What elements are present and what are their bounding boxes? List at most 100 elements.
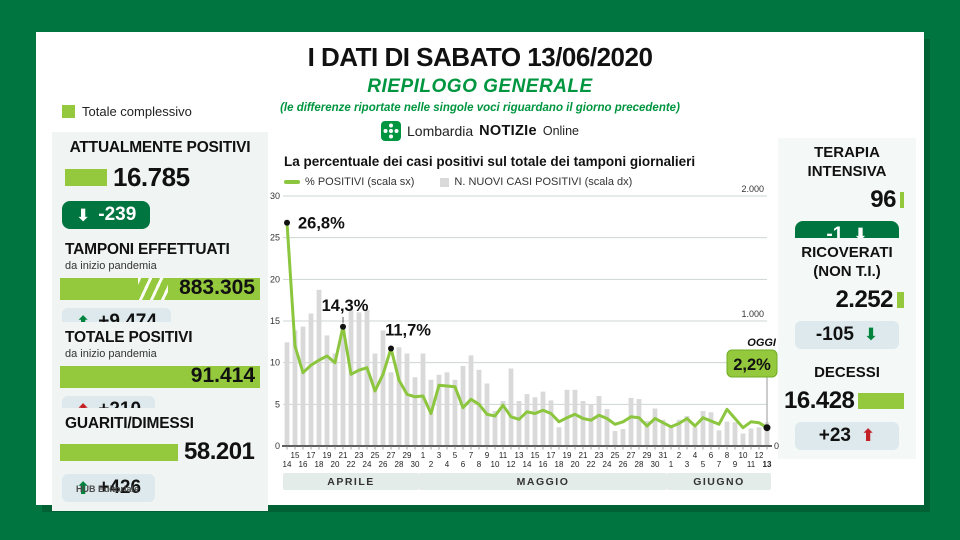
- svg-text:5: 5: [275, 399, 280, 409]
- delta-value: -105: [815, 323, 854, 345]
- stat-subtitle: da inizio pandemia: [65, 260, 157, 272]
- svg-text:20: 20: [571, 460, 580, 469]
- panel-ricoverati: RICOVERATI (NON T.I.) 2.252 -105 ⬇: [778, 238, 916, 358]
- stat-subtitle: da inizio pandemia: [65, 348, 157, 360]
- svg-text:6: 6: [461, 460, 466, 469]
- svg-text:2: 2: [677, 451, 682, 460]
- value-bar: [897, 291, 904, 308]
- value-bar: 883.305: [60, 276, 260, 300]
- stat-value: 16.428: [784, 386, 855, 414]
- svg-text:25: 25: [611, 451, 620, 460]
- svg-text:27: 27: [627, 451, 636, 460]
- svg-text:5: 5: [453, 451, 458, 460]
- svg-text:11: 11: [499, 451, 508, 460]
- total-legend-label: Totale complessivo: [82, 104, 192, 119]
- page-title: I DATI DI SABATO 13/06/2020: [307, 42, 653, 72]
- svg-text:21: 21: [579, 451, 588, 460]
- arrow-down-icon: ⬇: [76, 205, 91, 225]
- svg-text:10: 10: [739, 451, 748, 460]
- stat-value-row: 96: [778, 186, 916, 214]
- page-note: (le differenze riportate nelle singole v…: [280, 102, 680, 114]
- delta-value: +23: [818, 424, 851, 446]
- svg-text:14: 14: [283, 460, 292, 469]
- stat-title: GUARITI/DIMESSI: [65, 415, 194, 432]
- stat-value: 91.414: [190, 364, 255, 387]
- svg-text:27: 27: [387, 451, 396, 460]
- svg-text:11,7%: 11,7%: [385, 322, 431, 340]
- svg-text:11: 11: [747, 460, 756, 469]
- svg-text:12: 12: [755, 451, 764, 460]
- svg-text:24: 24: [603, 460, 612, 469]
- svg-text:22: 22: [347, 460, 356, 469]
- header: I DATI DI SABATO 13/06/2020 RIEPILOGO GE…: [36, 42, 924, 146]
- delta-value: +426: [98, 477, 142, 498]
- svg-text:8: 8: [725, 451, 730, 460]
- svg-text:10: 10: [491, 460, 500, 469]
- svg-text:19: 19: [563, 451, 572, 460]
- svg-text:APRILE: APRILE: [327, 476, 375, 488]
- svg-text:1: 1: [421, 451, 426, 460]
- svg-text:9: 9: [733, 460, 738, 469]
- svg-text:17: 17: [307, 451, 316, 460]
- panel-attualmente-positivi: ATTUALMENTE POSITIVI 16.785 ⬇ -239: [52, 132, 268, 238]
- svg-text:24: 24: [363, 460, 372, 469]
- camunian-rose-icon: [381, 121, 401, 141]
- svg-text:29: 29: [403, 451, 412, 460]
- chart-legend: % POSITIVI (scala sx) N. NUOVI CASI POSI…: [284, 176, 632, 188]
- logo-name: NOTIZIe: [479, 123, 537, 139]
- arrow-up-icon: ⬆: [860, 426, 876, 446]
- svg-text:2,2%: 2,2%: [733, 356, 771, 374]
- svg-text:MAGGIO: MAGGIO: [517, 476, 570, 488]
- delta-value: -239: [98, 204, 137, 225]
- panel-guariti-dimessi: GUARITI/DIMESSI 58.201 ⬆ +426: [52, 408, 268, 511]
- footer-credit: HUB Editoriale: [76, 484, 140, 494]
- bar-swatch-icon: [440, 177, 450, 187]
- svg-text:28: 28: [635, 460, 644, 469]
- value-bar: 91.414: [60, 364, 260, 388]
- svg-text:0: 0: [275, 441, 280, 451]
- stat-value-row: 16.428: [778, 387, 916, 415]
- dashboard-card: I DATI DI SABATO 13/06/2020 RIEPILOGO GE…: [36, 32, 924, 511]
- legend-item-nuovi-casi: N. NUOVI CASI POSITIVI (scala dx): [440, 176, 632, 188]
- stripe-decoration: [138, 278, 168, 300]
- stat-title: TERAPIA INTENSIVA: [807, 144, 887, 180]
- legend-item-positivi: % POSITIVI (scala sx): [284, 176, 414, 188]
- svg-text:2: 2: [429, 460, 434, 469]
- delta-pill: ⬇ -239: [62, 201, 151, 229]
- stat-title: ATTUALMENTE POSITIVI: [69, 139, 251, 156]
- svg-text:15: 15: [270, 316, 280, 326]
- svg-text:26: 26: [619, 460, 628, 469]
- green-square-icon: [62, 105, 75, 118]
- logo-suffix: Online: [542, 124, 579, 138]
- stat-title: TAMPONI EFFETTUATI: [65, 241, 230, 258]
- svg-text:8: 8: [477, 460, 482, 469]
- value-bar: [900, 191, 904, 208]
- stat-title: RICOVERATI (NON T.I.): [801, 244, 893, 280]
- value-bar: [65, 169, 107, 186]
- svg-text:16: 16: [539, 460, 548, 469]
- lombardia-logo: Lombardia NOTIZIe Online: [381, 121, 579, 141]
- svg-text:18: 18: [315, 460, 324, 469]
- svg-text:16: 16: [299, 460, 308, 469]
- line-swatch-icon: [284, 180, 300, 184]
- svg-text:7: 7: [717, 460, 722, 469]
- delta-pill: ⬆ +426: [62, 474, 156, 502]
- svg-text:20: 20: [270, 274, 280, 284]
- stat-value: 883.305: [179, 276, 255, 299]
- svg-text:6: 6: [709, 451, 714, 460]
- svg-text:23: 23: [355, 451, 364, 460]
- stat-value: 2.252: [835, 285, 893, 313]
- svg-text:9: 9: [485, 451, 490, 460]
- svg-text:26,8%: 26,8%: [298, 215, 345, 233]
- svg-text:19: 19: [323, 451, 332, 460]
- stat-value: 96: [870, 185, 896, 213]
- svg-text:15: 15: [291, 451, 300, 460]
- panel-decessi: DECESSI 16.428 +23 ⬆: [778, 358, 916, 459]
- svg-text:23: 23: [595, 451, 604, 460]
- legend-label: % POSITIVI (scala sx): [305, 176, 415, 188]
- svg-text:31: 31: [659, 451, 668, 460]
- svg-text:18: 18: [555, 460, 564, 469]
- chart-title: La percentuale dei casi positivi sul tot…: [284, 154, 696, 169]
- svg-text:13: 13: [763, 460, 772, 469]
